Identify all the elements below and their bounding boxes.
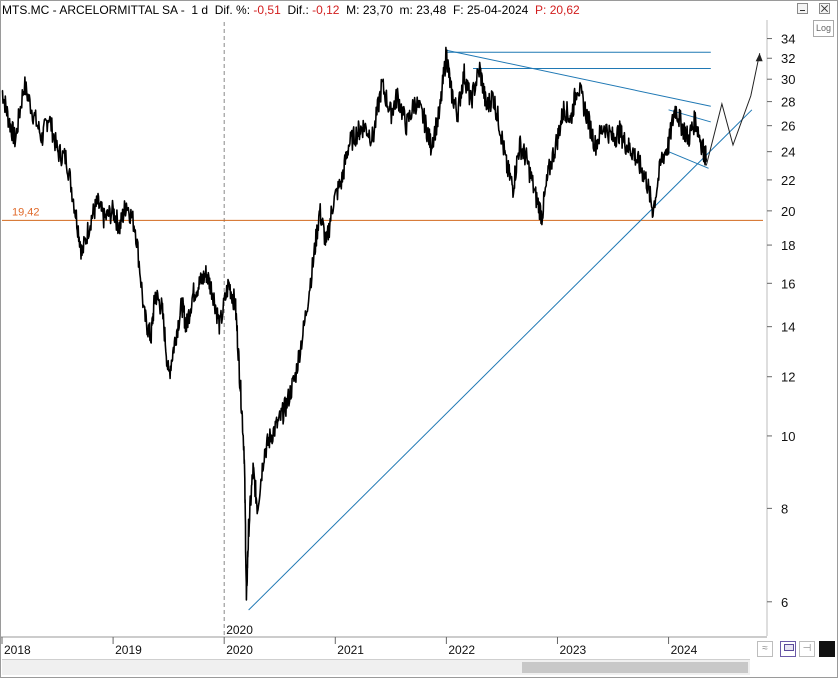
x-tick-label: 2021 <box>337 643 364 657</box>
dif-pct-label: Dif. %: <box>214 3 251 17</box>
projection-line <box>705 53 761 166</box>
date-label: F: <box>452 3 464 17</box>
min-label: m: <box>399 3 413 17</box>
save-icon[interactable] <box>780 641 796 657</box>
y-tick-label: 20 <box>781 204 795 219</box>
price-line <box>1 46 708 601</box>
y-tick-label: 34 <box>781 32 795 47</box>
pin-icon[interactable]: ⊣ <box>799 641 815 657</box>
y-tick-label: 14 <box>781 320 795 335</box>
y-tick-label: 10 <box>781 429 795 444</box>
y-tick-label: 16 <box>781 276 795 291</box>
max-label: M: <box>346 3 360 17</box>
wave-icon[interactable]: ≈ <box>757 641 773 657</box>
y-tick-label: 26 <box>781 119 795 134</box>
support-label: 19,42 <box>12 206 40 218</box>
price-value: 20,62 <box>549 3 580 17</box>
minimize-button[interactable] <box>797 3 808 14</box>
y-tick-label: 8 <box>781 501 788 516</box>
date-marker-label: 2020 <box>226 623 253 637</box>
quote-header: MTS.MC - ARCELORMITTAL SA - 1 d Dif. %: … <box>2 1 580 19</box>
stop-icon[interactable] <box>819 641 835 657</box>
y-tick-label: 24 <box>781 145 795 160</box>
scrollbar-thumb[interactable] <box>522 662 748 673</box>
chart-grid <box>2 22 763 636</box>
dif-pct-value: -0,51 <box>253 3 281 17</box>
price-series <box>1 46 763 601</box>
min-value: 23,48 <box>416 3 447 17</box>
horizontal-scrollbar[interactable] <box>2 659 750 675</box>
dif-value: -0,12 <box>312 3 340 17</box>
x-tick-label: 2018 <box>4 643 31 657</box>
x-tick-label: 2024 <box>671 643 698 657</box>
x-tick-label: 2022 <box>448 643 475 657</box>
period-label: 1 d <box>191 3 209 17</box>
y-tick-label: 30 <box>781 72 795 87</box>
projection-arrow-icon <box>755 53 763 62</box>
trendline <box>446 49 711 107</box>
y-tick-label: 32 <box>781 51 795 66</box>
y-tick-label: 22 <box>781 173 795 188</box>
trendline <box>248 109 753 611</box>
x-tick-label: 2019 <box>115 643 142 657</box>
x-tick-label: 2020 <box>226 643 253 657</box>
trendline <box>668 151 709 169</box>
dif-label: Dif.: <box>287 3 309 17</box>
close-button[interactable] <box>819 3 830 14</box>
y-tick-label: 28 <box>781 95 795 110</box>
y-tick-label: 12 <box>781 370 795 385</box>
y-tick-label: 18 <box>781 238 795 253</box>
y-tick-label: 6 <box>781 595 788 610</box>
price-label: P: <box>535 3 547 17</box>
date-value: 25-04-2024 <box>466 3 529 17</box>
log-scale-button[interactable]: Log <box>813 20 834 37</box>
trendlines <box>248 49 753 611</box>
x-tick-label: 2023 <box>559 643 586 657</box>
ticker-label: MTS.MC - ARCELORMITTAL SA - <box>2 3 185 17</box>
max-value: 23,70 <box>362 3 393 17</box>
